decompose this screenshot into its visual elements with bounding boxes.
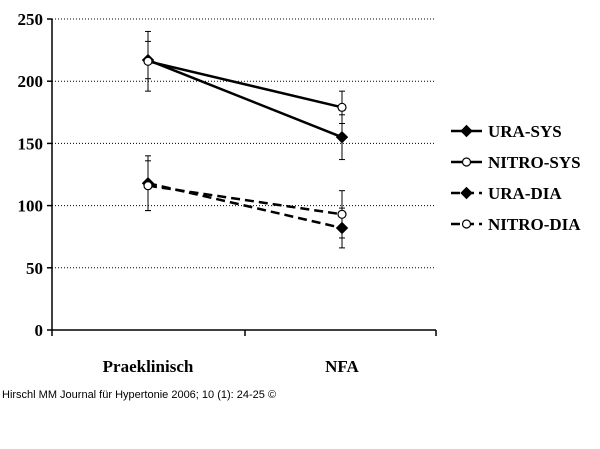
legend: URA-SYS NITRO-SYS URA-DIA NITRO-DIA (451, 122, 581, 234)
x-category-labels: Praeklinisch NFA (103, 357, 360, 376)
source-citation: Hirschl MM Journal für Hypertonie 2006; … (2, 389, 277, 401)
legend-label: URA-SYS (488, 122, 562, 141)
series-line (147, 58, 343, 139)
legend-label: URA-DIA (488, 184, 562, 203)
legend-item: NITRO-DIA (451, 215, 581, 234)
data-point (143, 181, 153, 191)
legend-item: NITRO-SYS (451, 153, 581, 172)
y-tick-label: 150 (18, 134, 44, 153)
axes (47, 18, 437, 336)
legend-item: URA-SYS (451, 122, 562, 141)
y-tick-label: 100 (18, 197, 44, 216)
series-ura-dia (141, 155, 349, 249)
series-line (147, 184, 343, 216)
series-nitro-dia (143, 160, 347, 239)
series-nitro-sys (143, 30, 347, 124)
legend-marker (461, 157, 472, 167)
series-line (147, 60, 343, 109)
y-tick-label: 250 (18, 10, 44, 29)
series-group (141, 30, 349, 249)
x-category-label: Praeklinisch (103, 357, 194, 376)
y-tick-label: 200 (18, 72, 44, 91)
x-category-label: NFA (325, 357, 359, 376)
legend-marker (460, 186, 473, 200)
y-tick-labels: 0 50 100 150 200 250 (18, 10, 44, 340)
legend-marker (461, 219, 472, 229)
legend-item: URA-DIA (451, 184, 562, 203)
data-point (337, 102, 347, 112)
chart: 0 50 100 150 200 250 Praeklinisch NFA URA-SYS N… (18, 10, 582, 376)
legend-label: NITRO-DIA (488, 215, 581, 234)
data-point (335, 130, 349, 144)
y-tick-label: 0 (35, 321, 44, 340)
legend-label: NITRO-SYS (488, 153, 581, 172)
data-point (337, 209, 347, 219)
data-point (143, 56, 153, 66)
legend-marker (460, 124, 473, 138)
gridlines (52, 18, 436, 269)
y-tick-label: 50 (26, 259, 43, 278)
